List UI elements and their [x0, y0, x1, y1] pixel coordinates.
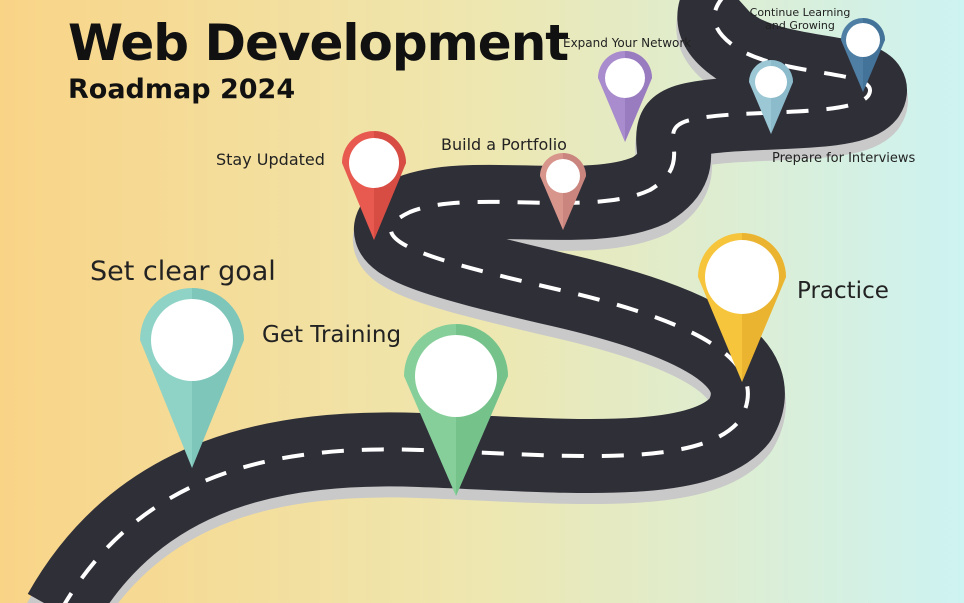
milestone-label-set-goal: Set clear goal [90, 256, 276, 287]
pin-learning [841, 18, 885, 92]
milestone-label-practice: Practice [797, 278, 889, 304]
pin-set-goal [140, 288, 244, 468]
milestone-label-interviews: Prepare for Interviews [772, 151, 916, 166]
pin-training [404, 324, 508, 496]
pin-portfolio [540, 153, 586, 230]
milestone-label-stay-updated: Stay Updated [216, 150, 325, 169]
page-title: Web Development [68, 14, 569, 72]
pin-interviews [749, 60, 793, 134]
milestone-label-training: Get Training [262, 322, 402, 348]
pin-practice [698, 233, 786, 382]
pin-stay-updated [342, 131, 406, 240]
milestone-label-network: Expand Your Network [563, 36, 692, 50]
milestone-label-portfolio: Build a Portfolio [441, 135, 567, 154]
page-subtitle: Roadmap 2024 [68, 74, 296, 105]
pin-network [598, 51, 652, 142]
milestone-label-learning: Continue Learning and Growing [749, 6, 851, 32]
